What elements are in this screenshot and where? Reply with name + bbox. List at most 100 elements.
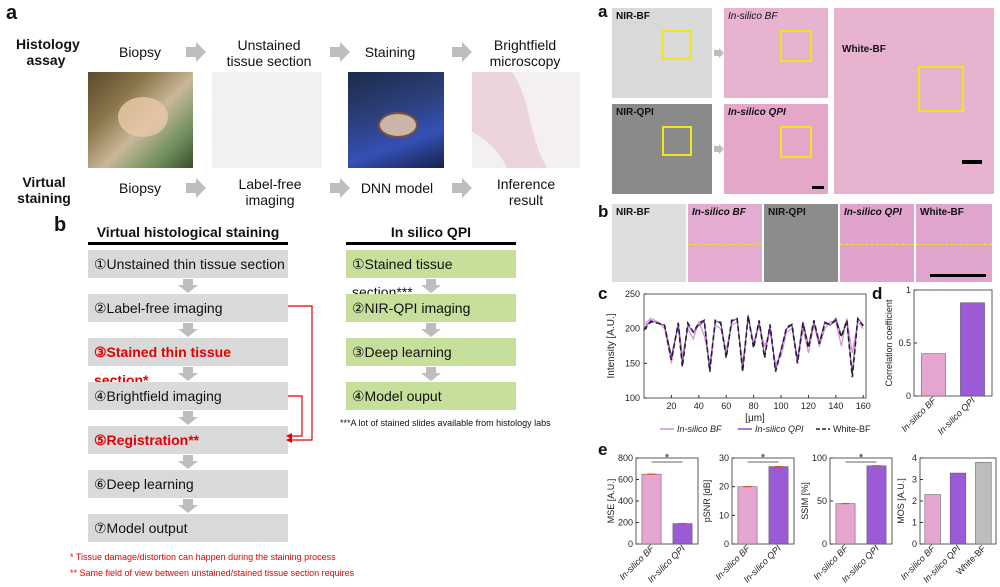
y-tick-label: 3 — [912, 475, 917, 485]
step-label: ⑦Model output — [94, 520, 188, 536]
arrow-right-icon — [330, 42, 350, 62]
arrow-right-icon — [714, 144, 724, 154]
legend-entry: In-silico BF — [677, 424, 722, 434]
significance-star: * — [665, 452, 670, 464]
strip-white-bf: White-BF — [916, 204, 992, 282]
y-tick-label: 0 — [822, 539, 827, 549]
arrow-shape — [421, 367, 441, 381]
col2-step-3: ③Deep learning — [346, 338, 516, 366]
panel-c-label: c — [598, 284, 608, 303]
col1-title: Virtual histological staining — [96, 224, 280, 240]
roi-box — [662, 126, 692, 156]
virtual-staining-label: Virtual staining — [17, 174, 71, 206]
col2-step-1: ①Stained tissue section*** — [346, 250, 516, 300]
step-label: ④Model ouput — [352, 388, 442, 404]
series-line-white-bf — [643, 316, 864, 378]
arrow-shape — [178, 455, 198, 469]
bottom-step-inference: Inference result — [496, 176, 556, 208]
panel-b-left-label: b — [54, 214, 67, 236]
bottom-step-dnn: DNN model — [360, 180, 434, 196]
top-step-staining: Staining — [364, 44, 416, 60]
arrow-shape — [178, 499, 198, 513]
y-tick-label: 30 — [719, 453, 729, 463]
col1-step-6: ⑥Deep learning — [88, 470, 288, 498]
step-label: ③Deep learning — [352, 344, 452, 360]
panel-a-right-label: a — [598, 2, 608, 21]
col2-title: In silico QPI — [390, 224, 472, 240]
arrow-down-icon — [421, 323, 441, 337]
arrow-shape — [421, 279, 441, 293]
col2-step-4: ④Model ouput — [346, 382, 516, 410]
col1-step-5: ⑤Registration** — [88, 426, 288, 454]
y-tick-label: 50 — [817, 496, 827, 506]
footnote-2: ** Same field of view between unstained/… — [70, 568, 355, 578]
y-tick-label: 800 — [618, 453, 633, 463]
y-tick-label: 0 — [724, 539, 729, 549]
step-label: ④Brightfield imaging — [94, 388, 222, 404]
bar — [737, 486, 758, 545]
y-axis-label: MOS [A.U.] — [896, 478, 906, 524]
col1-step-7: ⑦Model output — [88, 514, 288, 542]
y-tick-label: 0 — [628, 539, 633, 549]
top-step-unstained: Unstained tissue section — [226, 37, 312, 69]
y-tick-label: 2 — [912, 496, 917, 506]
col1-step-1: ①Unstained thin tissue section — [88, 250, 288, 278]
col1-step-2: ②Label-free imaging — [88, 294, 288, 322]
x-tick-label: 120 — [801, 401, 816, 411]
unstained-section-image — [212, 72, 322, 168]
y-tick-label: 400 — [618, 496, 633, 506]
roi-box — [780, 30, 812, 62]
step-label: ②NIR-QPI imaging — [352, 300, 471, 316]
arrow-right-icon — [714, 48, 724, 58]
y-tick-label: 100 — [625, 393, 640, 403]
scale-bar — [930, 274, 986, 277]
x-tick-label: 100 — [774, 401, 789, 411]
y-tick-label: 200 — [618, 518, 633, 528]
y-tick-label: 150 — [625, 358, 640, 368]
panel-b-right-label: b — [598, 202, 609, 221]
biopsy-photo — [88, 72, 193, 168]
bar — [641, 473, 662, 545]
plot-frame — [731, 457, 795, 545]
x-tick-label: 80 — [749, 401, 759, 411]
step-label: ②Label-free imaging — [94, 300, 223, 316]
arrow-down-icon — [178, 411, 198, 425]
tile-white-bf: White-BF — [834, 8, 994, 194]
step-label: ①Unstained thin tissue section — [94, 256, 285, 272]
line-chart-c: 100 150 200 250 20 40 60 80 100 120 140 160 [μm] Inte… — [606, 289, 871, 434]
arrow-down-icon — [178, 455, 198, 469]
arrow-right-icon — [186, 178, 206, 198]
arrow-right-icon — [330, 178, 350, 198]
col1-title-rule — [88, 242, 288, 245]
significance-star: * — [859, 452, 864, 464]
staining-photo — [348, 72, 444, 168]
scale-bar — [962, 160, 982, 164]
x-tick-label: 40 — [694, 401, 704, 411]
arrow-down-icon — [178, 499, 198, 513]
top-step-brightfield: Brightfield microscopy — [489, 37, 561, 69]
bar — [921, 353, 946, 397]
col1-step-3: ③Stained thin tissue section* — [88, 338, 288, 388]
significance-star: * — [761, 452, 766, 464]
arrow-shape — [178, 367, 198, 381]
panel-a-left-label: a — [6, 2, 18, 24]
bar — [768, 466, 789, 545]
profile-line — [916, 244, 992, 245]
col1-step-4: ④Brightfield imaging — [88, 382, 288, 410]
tile-nir-bf: NIR-BF — [612, 8, 712, 98]
bar — [866, 465, 887, 545]
x-tick-label: 140 — [828, 401, 843, 411]
legend-entry: White-BF — [833, 424, 871, 434]
arrow-shape — [178, 323, 198, 337]
step-label: ⑥Deep learning — [94, 476, 194, 492]
panel-e-label: e — [598, 440, 608, 459]
x-tick-label: In-silico QPI — [936, 395, 978, 437]
arrow-down-icon — [178, 367, 198, 381]
y-tick-label: 0 — [906, 391, 911, 401]
strip-insilico-bf: In-silico BF — [688, 204, 762, 282]
arrow-shape — [178, 279, 198, 293]
